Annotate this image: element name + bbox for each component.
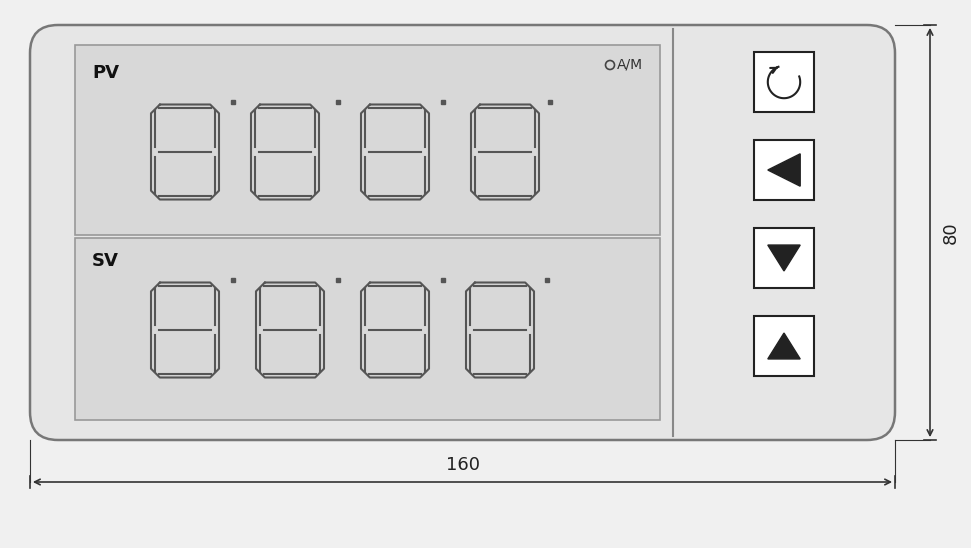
- Bar: [754, 140, 814, 200]
- Bar: [754, 228, 814, 288]
- Text: 80: 80: [942, 221, 960, 244]
- Bar: [75, 238, 660, 420]
- Text: SV: SV: [92, 252, 118, 270]
- Polygon shape: [768, 245, 800, 271]
- Polygon shape: [768, 333, 800, 359]
- Bar: [441, 278, 446, 282]
- Bar: [754, 316, 814, 376]
- Text: A/M: A/M: [617, 58, 643, 72]
- Bar: [336, 100, 341, 105]
- Bar: [441, 100, 446, 105]
- Bar: [230, 100, 235, 105]
- Bar: [548, 100, 552, 105]
- Bar: [75, 45, 660, 235]
- FancyBboxPatch shape: [30, 25, 895, 440]
- Bar: [336, 278, 341, 282]
- Bar: [754, 52, 814, 112]
- Text: 160: 160: [446, 456, 480, 474]
- Text: PV: PV: [92, 64, 119, 82]
- Polygon shape: [768, 154, 800, 186]
- Bar: [230, 278, 235, 282]
- Bar: [545, 278, 550, 282]
